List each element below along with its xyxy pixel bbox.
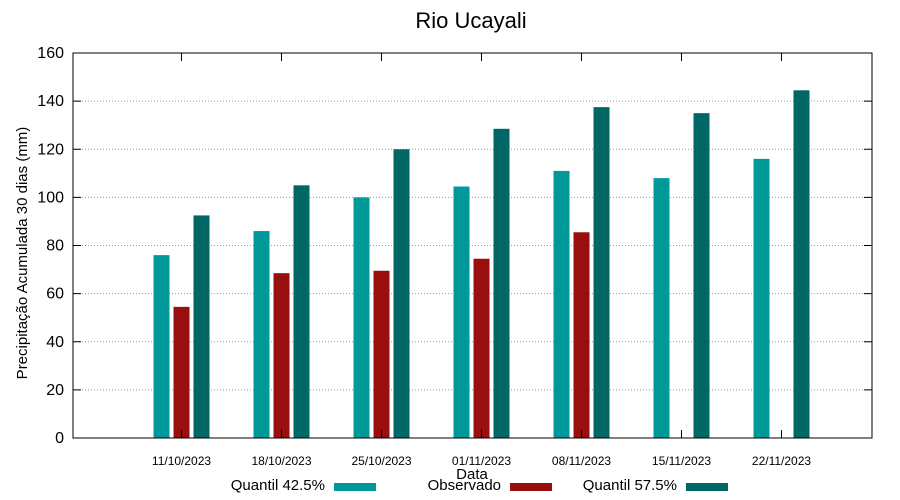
y-tick-label: 140: [37, 93, 64, 110]
x-tick-label: 01/11/2023: [452, 454, 511, 468]
y-tick-label: 0: [55, 430, 64, 447]
bar-observado: [373, 270, 390, 438]
y-tick-label: 160: [37, 45, 64, 62]
bar-quantil-57-5: [693, 113, 710, 438]
y-axis-label: Precipitação Acumulada 30 dias (mm): [14, 127, 31, 380]
legend: Quantil 42.5% Observado Quantil 57.5%: [231, 477, 728, 494]
bar-observado: [573, 232, 590, 438]
y-tick-label: 100: [37, 189, 64, 206]
x-tick-label: 25/10/2023: [351, 454, 411, 468]
bar-quantil-42-5: [353, 197, 370, 438]
bar-quantil-42-5: [553, 170, 570, 438]
y-tick-label: 40: [46, 334, 64, 351]
legend-swatch: [334, 483, 376, 491]
chart-title: Rio Ucayali: [415, 8, 526, 33]
x-tick-label: 11/10/2023: [152, 454, 211, 468]
y-tick-label: 120: [37, 141, 64, 158]
bar-quantil-42-5: [753, 158, 770, 438]
y-tick-label: 60: [46, 286, 64, 303]
y-tick-label: 80: [46, 238, 64, 255]
bar-quantil-42-5: [253, 231, 270, 438]
bar-quantil-42-5: [653, 178, 670, 438]
bar-quantil-57-5: [193, 215, 210, 438]
bar-quantil-57-5: [493, 128, 510, 438]
y-tick-label: 20: [46, 382, 64, 399]
bar-quantil-57-5: [393, 149, 410, 438]
x-tick-label: 15/11/2023: [652, 454, 711, 468]
bar-quantil-57-5: [593, 107, 610, 438]
gridlines: [73, 100, 872, 391]
x-tick-label: 22/11/2023: [752, 454, 811, 468]
bar-quantil-57-5: [793, 90, 810, 438]
bar-quantil-42-5: [453, 186, 470, 438]
legend-label: Quantil 42.5%: [231, 477, 325, 494]
x-axis-ticks: 11/10/2023 18/10/2023 25/10/2023 01/11/2023…: [152, 53, 811, 468]
bar-quantil-57-5: [293, 185, 310, 438]
bar-observado: [273, 273, 290, 438]
bar-quantil-42-5: [153, 255, 170, 438]
x-tick-label: 08/11/2023: [552, 454, 611, 468]
legend-label: Quantil 57.5%: [583, 477, 677, 494]
x-axis-label: Data: [456, 466, 488, 483]
legend-label: Observado: [428, 477, 501, 494]
x-tick-label: 18/10/2023: [251, 454, 311, 468]
bars: [153, 90, 810, 438]
bar-observado: [173, 306, 190, 438]
legend-swatch: [686, 483, 728, 491]
bar-observado: [473, 258, 490, 438]
legend-swatch: [510, 483, 552, 491]
y-axis-ticks: 0 20 40 60 80 100 120 140 160: [37, 45, 872, 447]
